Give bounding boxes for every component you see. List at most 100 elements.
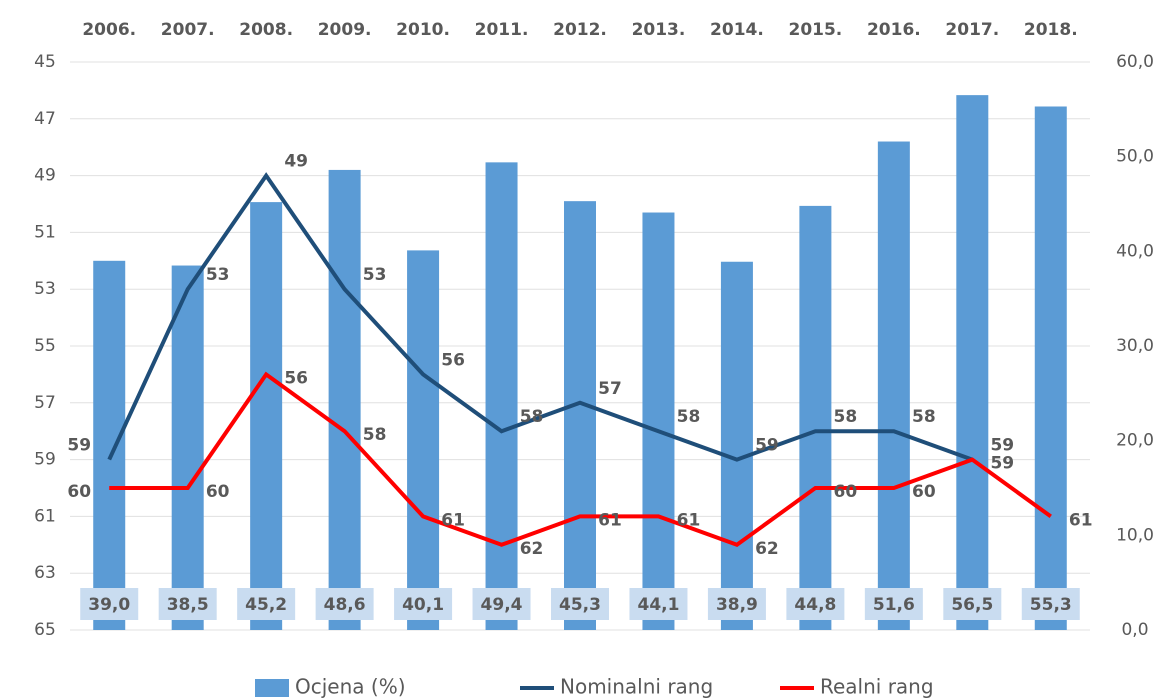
data-label: 38,9 <box>716 595 758 615</box>
line <box>107 172 973 462</box>
x-tick-label: 2008. <box>239 20 293 40</box>
data-label-box <box>629 588 688 620</box>
x-tick-label: 2009. <box>318 20 372 40</box>
y2-tick-label: 60,0 <box>1116 52 1154 72</box>
x-tick-label: 2006. <box>82 20 136 40</box>
data-label: 44,8 <box>794 595 836 615</box>
data-label-box <box>786 588 845 620</box>
legend-label: Realni rang <box>820 675 934 698</box>
bar <box>877 141 910 630</box>
data-label: 38,5 <box>167 595 209 615</box>
data-label-box <box>551 588 609 620</box>
data-label: 61 <box>598 510 622 530</box>
x-tick-label: 2013. <box>632 20 686 40</box>
x-tick-label: 2016. <box>867 20 921 40</box>
data-label: 58 <box>363 425 387 445</box>
bar <box>485 162 518 630</box>
data-label: 45,2 <box>245 595 287 615</box>
data-label-box <box>158 588 217 620</box>
bar <box>407 250 440 631</box>
x-tick-label: 2007. <box>161 20 215 40</box>
data-label: 61 <box>1069 510 1093 530</box>
data-label: 58 <box>520 407 544 427</box>
y-tick-label: 51 <box>34 222 56 242</box>
data-label: 58 <box>677 407 701 427</box>
data-label: 45,3 <box>559 595 601 615</box>
bar <box>250 202 283 630</box>
data-label: 48,6 <box>324 595 366 615</box>
data-label: 60 <box>206 482 230 502</box>
data-label: 58 <box>912 407 936 427</box>
data-label: 60 <box>912 482 936 502</box>
bar <box>171 265 204 630</box>
y-tick-label: 59 <box>34 450 56 470</box>
data-label: 39,0 <box>88 595 130 615</box>
data-label-box <box>237 588 296 620</box>
y2-tick-label: 20,0 <box>1116 431 1154 451</box>
legend-swatch <box>255 679 289 697</box>
bar <box>956 95 989 631</box>
data-label-box <box>472 588 531 620</box>
data-label: 62 <box>755 539 779 559</box>
y-tick-label: 57 <box>34 393 56 413</box>
x-tick-label: 2012. <box>553 20 607 40</box>
x-tick-label: 2011. <box>475 20 529 40</box>
data-label: 59 <box>990 436 1014 456</box>
data-label: 56 <box>284 368 308 388</box>
y2-tick-label: 10,0 <box>1116 525 1154 545</box>
data-label: 59 <box>67 436 91 456</box>
data-label-box <box>943 588 1002 620</box>
data-label-box <box>1021 588 1080 620</box>
data-label: 56 <box>441 350 465 370</box>
y-tick-label: 47 <box>34 109 56 129</box>
y-tick-label: 49 <box>34 166 56 186</box>
y2-tick-label: 0,0 <box>1121 620 1148 640</box>
data-label: 60 <box>67 482 91 502</box>
data-label: 56,5 <box>951 595 993 615</box>
data-label: 62 <box>520 539 544 559</box>
bar <box>564 201 596 630</box>
data-label: 57 <box>598 379 622 399</box>
data-label: 44,1 <box>637 595 679 615</box>
y-tick-label: 53 <box>34 279 56 299</box>
x-tick-label: 2015. <box>788 20 842 40</box>
y-tick-label: 45 <box>34 52 56 72</box>
data-label-box <box>864 588 923 620</box>
legend-label: Nominalni rang <box>560 675 713 698</box>
y2-tick-label: 30,0 <box>1116 336 1154 356</box>
y2-tick-label: 50,0 <box>1116 147 1154 167</box>
data-label: 58 <box>834 407 858 427</box>
data-label: 53 <box>206 265 230 285</box>
data-label: 55,3 <box>1030 595 1072 615</box>
x-tick-label: 2017. <box>945 20 999 40</box>
bar <box>799 205 832 631</box>
data-label: 53 <box>363 265 387 285</box>
data-label: 60 <box>834 482 858 502</box>
y-tick-label: 65 <box>34 620 56 640</box>
y2-tick-label: 40,0 <box>1116 241 1154 261</box>
y-tick-label: 63 <box>34 563 56 583</box>
y-tick-label: 61 <box>34 506 56 526</box>
bar <box>720 261 753 630</box>
bar <box>642 212 675 630</box>
data-label: 51,6 <box>873 595 915 615</box>
legend-label: Ocjena (%) <box>295 675 406 698</box>
data-label: 59 <box>990 454 1014 474</box>
data-label: 49,4 <box>481 595 523 615</box>
line <box>109 371 1052 548</box>
data-label: 61 <box>677 510 701 530</box>
data-label-box <box>80 588 139 620</box>
data-label-box <box>394 588 453 620</box>
data-label: 49 <box>284 152 308 172</box>
data-label: 59 <box>755 436 779 456</box>
data-label-box <box>315 588 374 620</box>
x-tick-label: 2018. <box>1024 20 1078 40</box>
bar <box>93 260 126 630</box>
data-label-box <box>707 588 766 620</box>
bar <box>328 169 361 631</box>
y-tick-label: 55 <box>34 336 56 356</box>
x-tick-label: 2010. <box>396 20 450 40</box>
data-label: 61 <box>441 510 465 530</box>
bar <box>1034 106 1067 630</box>
